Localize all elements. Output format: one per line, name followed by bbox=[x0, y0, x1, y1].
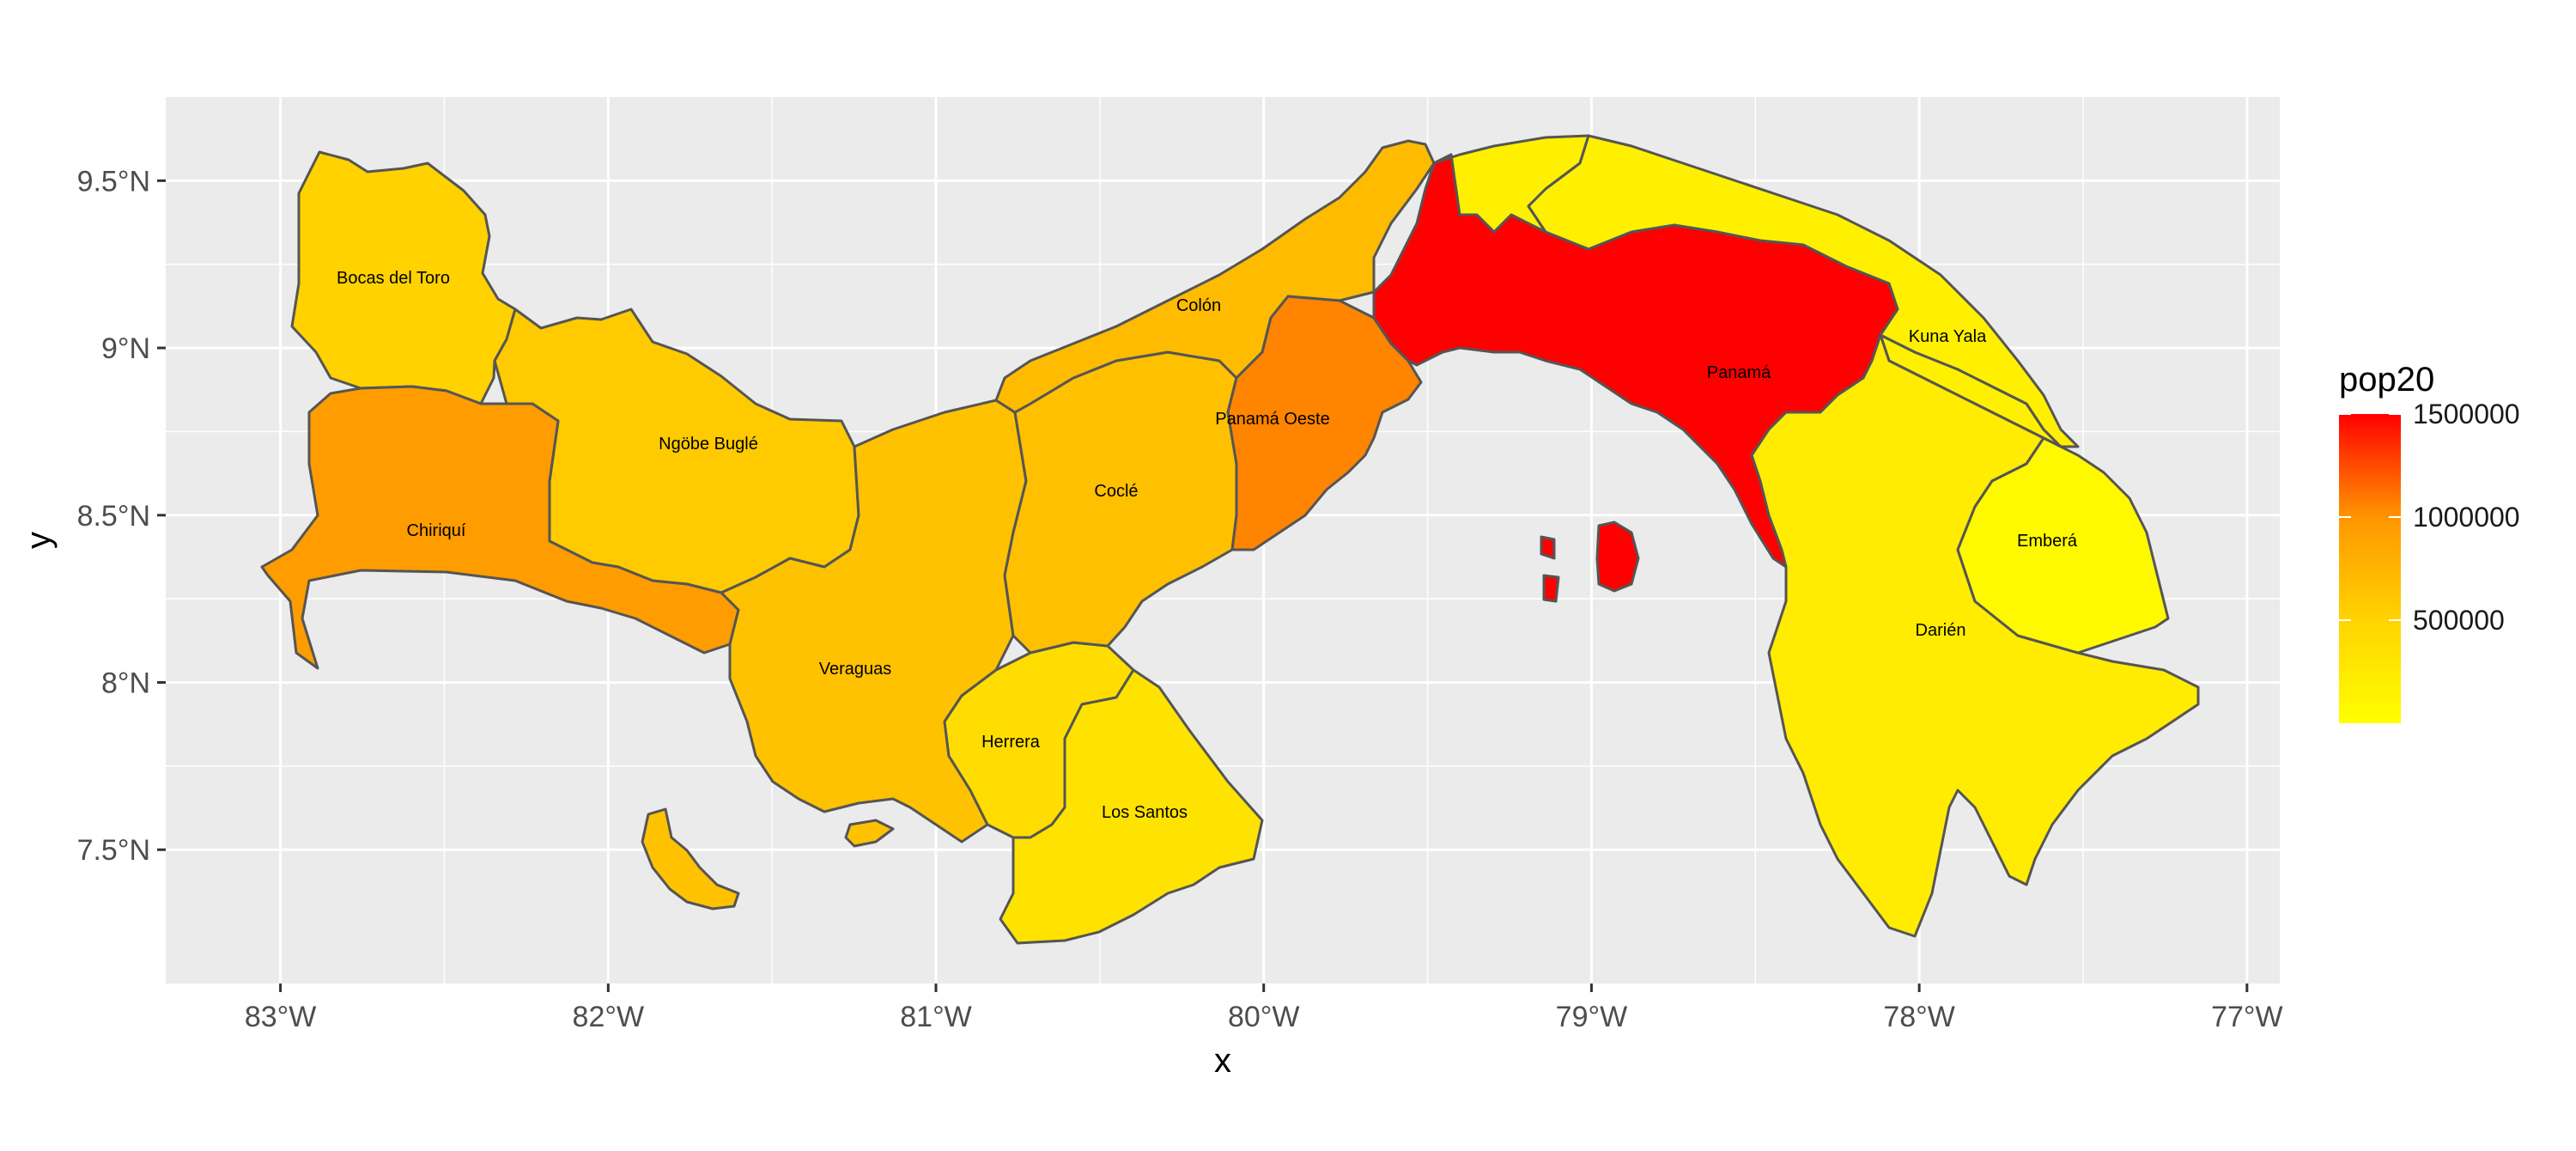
x-tick-label: 83°W bbox=[245, 1001, 317, 1033]
legend: pop20 1500000 1000000 500000 bbox=[2339, 361, 2520, 723]
x-axis-title: x bbox=[1214, 1042, 1231, 1080]
region-embera bbox=[1956, 436, 2170, 655]
y-tick-label: 8°N bbox=[101, 667, 150, 700]
region-label: Colón bbox=[1176, 296, 1221, 315]
x-tick-label: 77°W bbox=[2211, 1001, 2283, 1033]
y-axis: 7.5°N 8°N 8.5°N 9°N 9.5°N bbox=[77, 165, 166, 867]
region-darien bbox=[1750, 333, 2200, 938]
x-tick-label: 78°W bbox=[1883, 1001, 1955, 1033]
region-kuna-yala-coast bbox=[1527, 134, 2080, 448]
x-axis: 83°W 82°W 81°W 80°W 79°W 78°W 77°W bbox=[245, 984, 2283, 1033]
legend-label: 500000 bbox=[2413, 605, 2505, 636]
legend-label: 1500000 bbox=[2413, 399, 2520, 429]
legend-colorbar bbox=[2339, 414, 2401, 723]
region-panama-islands bbox=[1540, 521, 1640, 603]
region-label: Ngöbe Buglé bbox=[659, 435, 758, 454]
region-label: Kuna Yala bbox=[1909, 327, 1987, 346]
region-label: Los Santos bbox=[1102, 803, 1188, 822]
region-label: Panamá bbox=[1707, 363, 1771, 382]
region-label: Veraguas bbox=[819, 660, 892, 679]
region-label: Emberá bbox=[2017, 532, 2078, 551]
x-tick-label: 80°W bbox=[1228, 1001, 1300, 1033]
y-axis-title: y bbox=[20, 532, 58, 549]
region-label: Darién bbox=[1916, 621, 1966, 640]
region-label: Bocas del Toro bbox=[337, 269, 450, 288]
region-label: Herrera bbox=[981, 733, 1041, 752]
region-label: Panamá Oeste bbox=[1215, 410, 1329, 429]
legend-ticks: 1500000 1000000 500000 bbox=[2339, 399, 2520, 636]
y-tick-label: 8.5°N bbox=[77, 500, 150, 533]
region-labels: Bocas del Toro Ngöbe Buglé Chiriquí Veragua… bbox=[337, 269, 2078, 822]
legend-label: 1000000 bbox=[2413, 502, 2520, 533]
y-tick-label: 7.5°N bbox=[77, 834, 150, 867]
x-tick-label: 82°W bbox=[573, 1001, 645, 1033]
region-chiriqui bbox=[260, 385, 740, 670]
x-tick-label: 79°W bbox=[1556, 1001, 1628, 1033]
region-los-santos bbox=[999, 668, 1264, 945]
region-island-coiba bbox=[641, 807, 740, 910]
region-label: Coclé bbox=[1094, 482, 1138, 501]
y-tick-label: 9.5°N bbox=[77, 165, 150, 198]
y-tick-label: 9°N bbox=[101, 332, 150, 365]
region-island-small bbox=[844, 819, 895, 848]
x-tick-label: 81°W bbox=[900, 1001, 972, 1033]
region-label: Chiriquí bbox=[407, 521, 466, 540]
legend-title: pop20 bbox=[2339, 361, 2434, 399]
region-colon bbox=[994, 139, 1436, 414]
regions bbox=[260, 134, 2200, 945]
